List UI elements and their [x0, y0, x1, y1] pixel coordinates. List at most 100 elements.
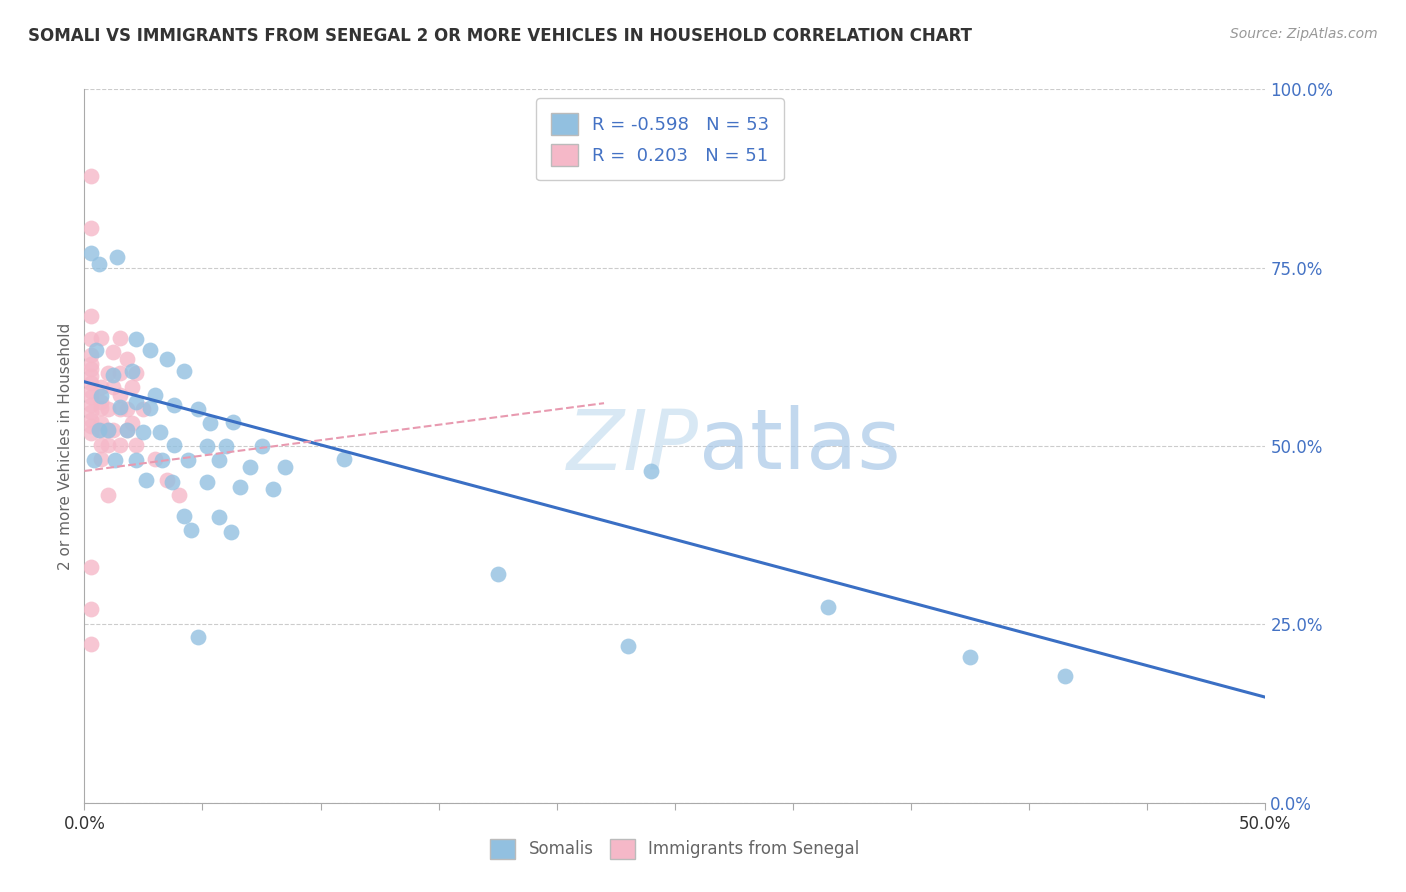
Point	[80, 405, 103, 419]
Point	[87, 423, 110, 437]
Point	[97, 423, 120, 437]
Point	[115, 423, 138, 437]
Point	[139, 343, 162, 357]
Text: SOMALI VS IMMIGRANTS FROM SENEGAL 2 OR MORE VEHICLES IN HOUSEHOLD CORRELATION CH: SOMALI VS IMMIGRANTS FROM SENEGAL 2 OR M…	[28, 27, 972, 45]
Point	[80, 332, 103, 346]
Point	[149, 425, 172, 439]
Point	[143, 451, 166, 466]
Point	[90, 423, 112, 437]
Point	[121, 416, 143, 430]
Point	[143, 387, 166, 401]
Point	[80, 362, 103, 376]
Point	[97, 487, 120, 501]
Point	[80, 426, 103, 441]
Point	[90, 437, 112, 451]
Point	[163, 398, 186, 412]
Point	[187, 401, 209, 416]
Point	[80, 391, 103, 405]
Point	[90, 330, 112, 344]
Point	[150, 453, 173, 467]
Point	[80, 348, 103, 362]
Point	[107, 250, 129, 264]
Point	[115, 423, 138, 437]
Point	[80, 398, 103, 412]
Point	[135, 473, 157, 487]
Point	[229, 480, 252, 494]
Point	[80, 357, 103, 371]
Point	[90, 451, 112, 466]
Point	[160, 475, 183, 489]
Point	[80, 560, 103, 574]
Point	[121, 380, 143, 394]
Point	[167, 487, 190, 501]
Point	[274, 460, 297, 475]
Text: atlas: atlas	[699, 406, 900, 486]
Point	[80, 221, 103, 235]
Point	[959, 649, 981, 664]
Point	[90, 389, 112, 403]
Point	[208, 510, 231, 524]
Point	[101, 380, 124, 394]
Point	[1053, 669, 1076, 683]
Point	[195, 475, 218, 489]
Point	[125, 437, 148, 451]
Point	[108, 387, 131, 401]
Point	[139, 401, 162, 416]
Point	[222, 416, 245, 430]
Point	[80, 169, 103, 184]
Point	[90, 380, 112, 394]
Point	[262, 482, 284, 496]
Point	[108, 437, 131, 451]
Point	[239, 460, 262, 475]
Point	[97, 423, 120, 437]
Point	[219, 524, 242, 539]
Point	[83, 453, 105, 467]
Point	[97, 366, 120, 380]
Point	[84, 343, 107, 357]
Point	[215, 439, 238, 453]
Point	[97, 401, 120, 416]
Point	[108, 330, 131, 344]
Point	[125, 366, 148, 380]
Point	[616, 639, 638, 653]
Point	[817, 599, 839, 614]
Point	[163, 437, 186, 451]
Point	[87, 257, 110, 271]
Point	[90, 401, 112, 416]
Point	[80, 384, 103, 398]
Point	[80, 601, 103, 615]
Point	[80, 246, 103, 260]
Point	[80, 369, 103, 384]
Point	[198, 416, 221, 430]
Point	[333, 451, 356, 466]
Text: Source: ZipAtlas.com: Source: ZipAtlas.com	[1230, 27, 1378, 41]
Point	[101, 423, 124, 437]
Point	[187, 630, 209, 644]
Point	[108, 400, 131, 414]
Point	[486, 567, 509, 582]
Point	[80, 309, 103, 323]
Point	[156, 473, 179, 487]
Point	[101, 368, 124, 382]
Point	[101, 344, 124, 359]
Point	[125, 394, 148, 409]
Point	[125, 453, 148, 467]
Point	[250, 439, 273, 453]
Point	[173, 364, 195, 378]
Point	[177, 453, 200, 467]
Point	[132, 425, 155, 439]
Point	[108, 366, 131, 380]
Point	[90, 416, 112, 430]
Point	[180, 523, 202, 537]
Point	[80, 412, 103, 426]
Point	[90, 394, 112, 409]
Point	[195, 439, 218, 453]
Point	[80, 376, 103, 391]
Point	[97, 437, 120, 451]
Point	[121, 364, 143, 378]
Point	[80, 637, 103, 651]
Point	[115, 351, 138, 366]
Legend: Somalis, Immigrants from Senegal: Somalis, Immigrants from Senegal	[484, 832, 866, 866]
Point	[104, 453, 127, 467]
Point	[108, 401, 131, 416]
